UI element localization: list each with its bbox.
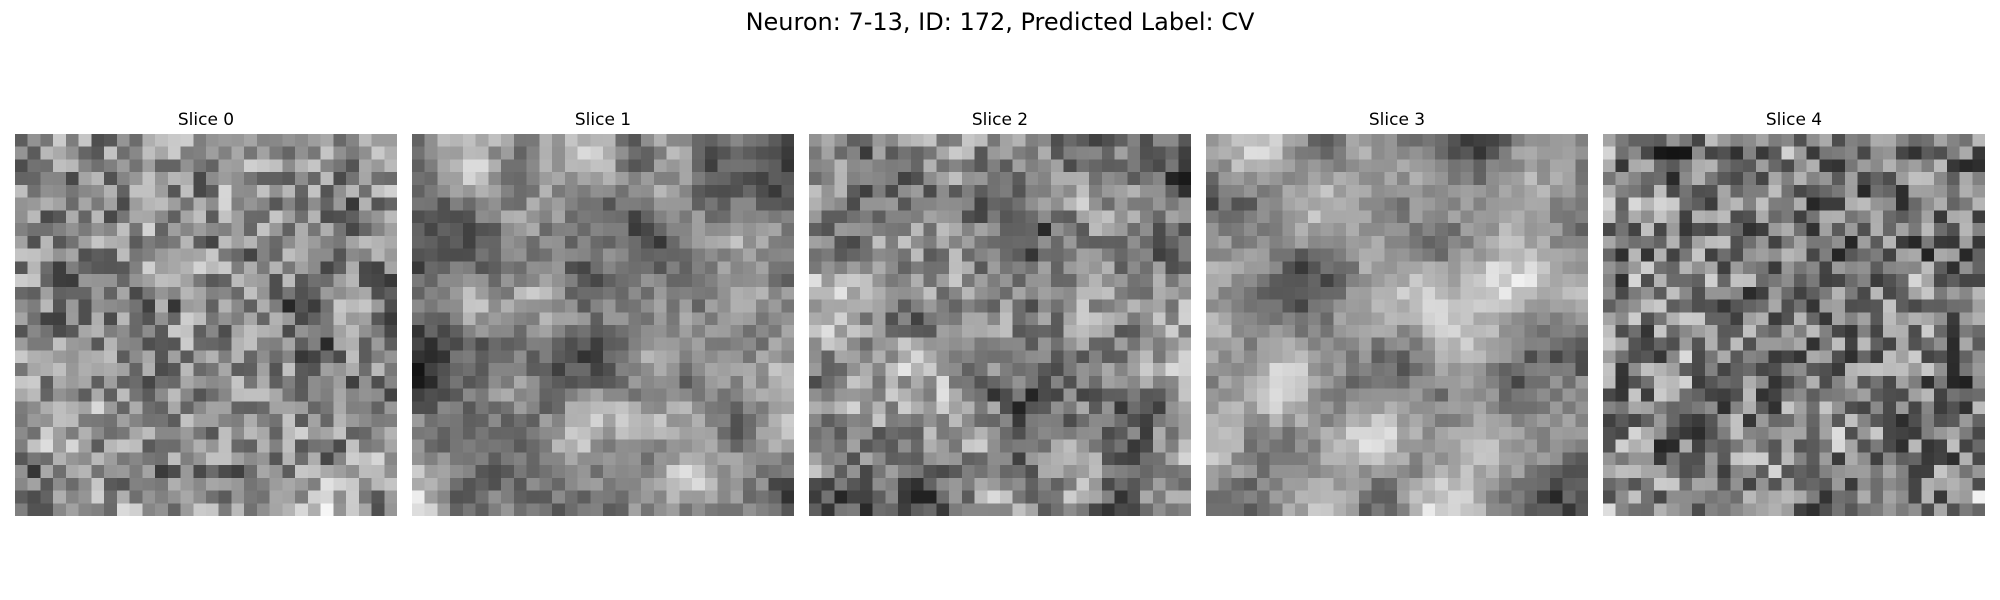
slice-image-4 — [1603, 134, 1985, 516]
figure-title: Neuron: 7-13, ID: 172, Predicted Label: … — [745, 8, 1255, 36]
slice-image-1 — [412, 134, 794, 516]
slice-image-0 — [15, 134, 397, 516]
slice-image-2 — [809, 134, 1191, 516]
slice-panel-4: Slice 4 — [1603, 108, 1985, 516]
slice-title-1: Slice 1 — [574, 110, 632, 130]
slice-title-0: Slice 0 — [177, 110, 235, 130]
slice-title-3: Slice 3 — [1368, 110, 1426, 130]
slice-image-3 — [1206, 134, 1588, 516]
slice-panel-1: Slice 1 — [412, 108, 794, 516]
slice-panel-3: Slice 3 — [1206, 108, 1588, 516]
slice-title-2: Slice 2 — [971, 110, 1029, 130]
slice-panel-2: Slice 2 — [809, 108, 1191, 516]
slice-title-4: Slice 4 — [1765, 110, 1823, 130]
slice-panel-0: Slice 0 — [15, 108, 397, 516]
